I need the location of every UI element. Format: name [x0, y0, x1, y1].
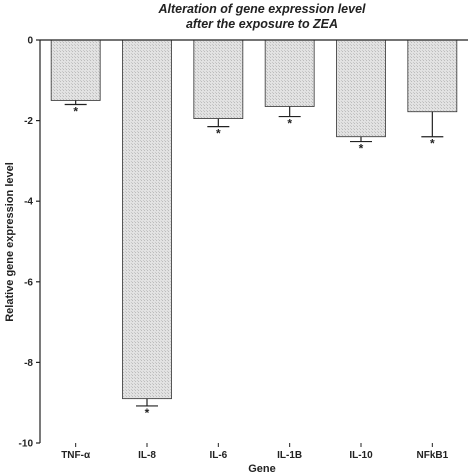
y-axis: 0 -2 -4 -6 -8 -10: [19, 36, 41, 450]
y-tick-label: -10: [19, 439, 34, 450]
bar: [193, 39, 244, 119]
x-tick-label: IL-6: [209, 450, 227, 461]
bar: [122, 39, 172, 400]
chart-title-line-1: Alteration of gene expression level: [157, 2, 366, 16]
x-tick-label: IL-1B: [277, 450, 302, 461]
x-tick-label: TNF-α: [61, 450, 91, 461]
y-tick-label: 0: [27, 36, 33, 47]
significance-marker: *: [73, 104, 78, 118]
x-tick-label: IL-10: [349, 450, 373, 461]
x-tick-label: IL-8: [138, 450, 156, 461]
significance-marker: *: [216, 127, 221, 141]
y-axis-label: Relative gene expression level: [4, 162, 16, 322]
y-tick-label: -6: [24, 277, 33, 288]
significance-marker: *: [145, 406, 150, 420]
x-axis-label: Gene: [248, 463, 276, 475]
y-tick-label: -2: [24, 116, 33, 127]
bar: [407, 39, 458, 113]
chart-title-line-2: after the exposure to ZEA: [186, 17, 338, 31]
bar: [264, 39, 315, 107]
bar: [50, 39, 101, 101]
x-tick-label: NFkB1: [416, 450, 448, 461]
bars: * * * * * *: [50, 39, 458, 420]
significance-marker: *: [359, 142, 364, 156]
y-tick-label: -8: [24, 358, 33, 369]
y-tick-label: -4: [24, 197, 33, 208]
significance-marker: *: [287, 117, 292, 131]
bar: [336, 39, 386, 138]
significance-marker: *: [430, 137, 435, 151]
x-axis: TNF-α IL-8 IL-6 IL-1B IL-10 NFkB1: [40, 39, 468, 461]
